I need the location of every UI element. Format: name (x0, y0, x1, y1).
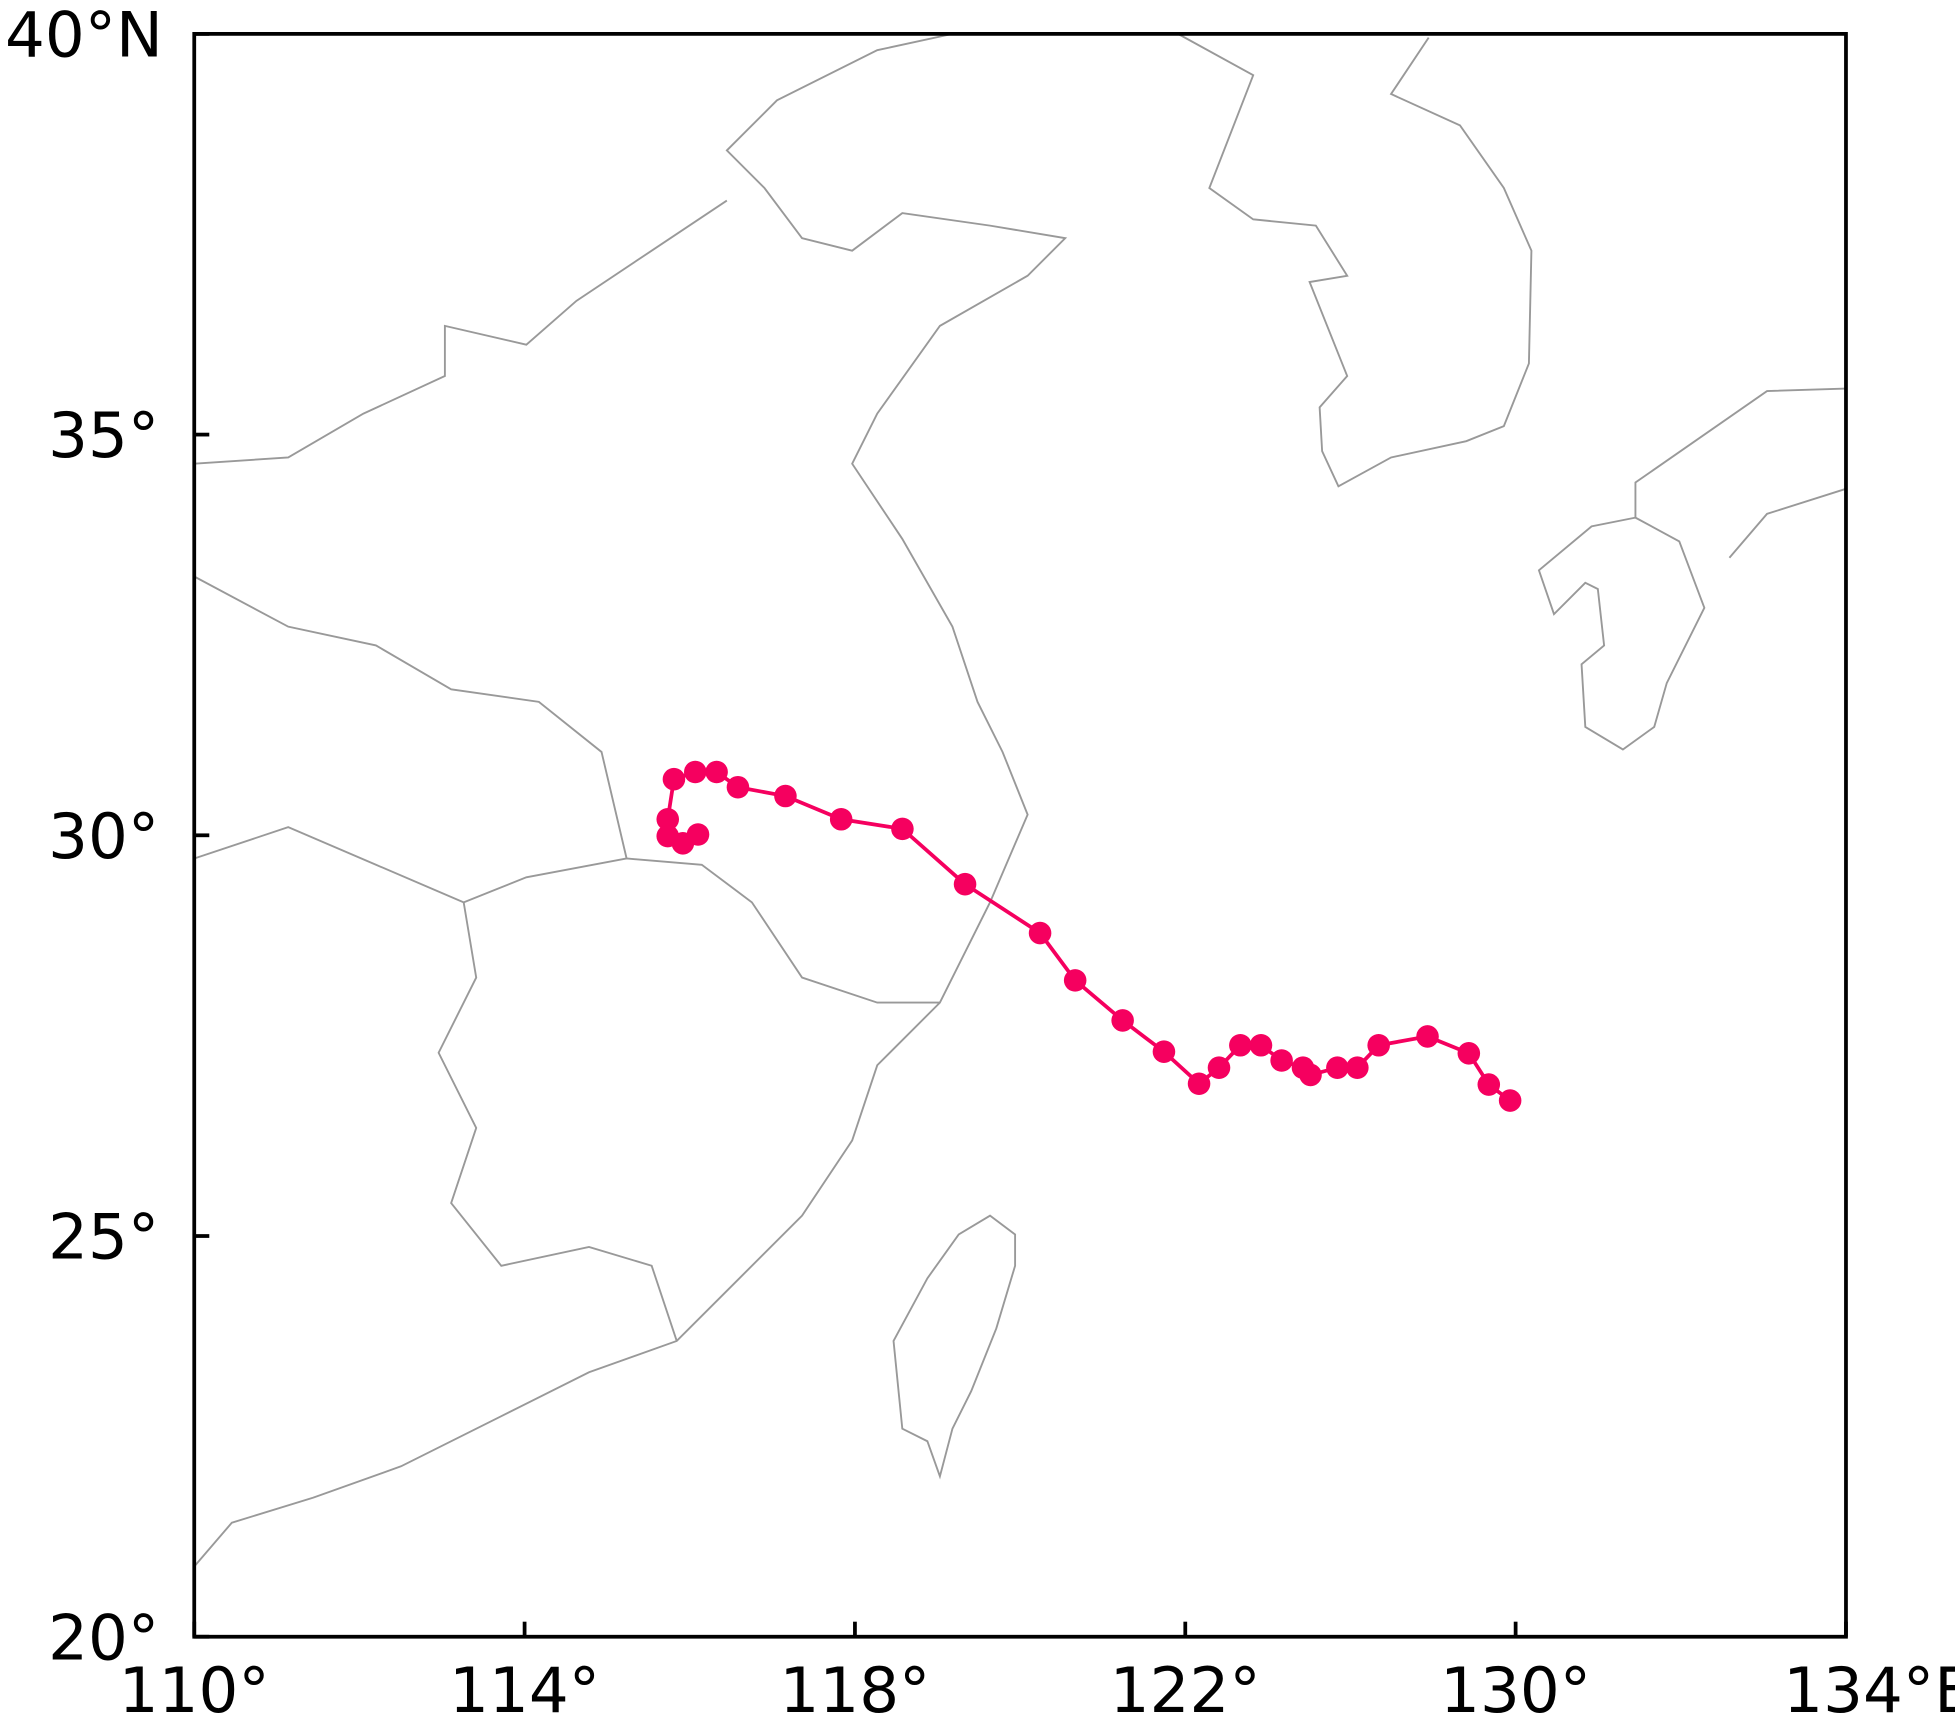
province-border (193, 826, 940, 1004)
province-border (194, 199, 728, 465)
y-tick-label: 35° (48, 399, 159, 472)
track-point (1498, 1089, 1522, 1112)
track-point (1028, 921, 1052, 945)
track-point (1291, 1056, 1315, 1079)
track-point (656, 807, 680, 831)
track-point (705, 760, 728, 784)
track-point (891, 817, 914, 841)
y-tick-label: 25° (48, 1201, 159, 1274)
basemap (193, 32, 1847, 1568)
track-point (1063, 969, 1087, 992)
y-tick-label: 20° (48, 1601, 159, 1674)
x-tick-label: 114° (449, 1654, 600, 1727)
track-point (1270, 1049, 1293, 1072)
x-tick-label: 134°E (1783, 1654, 1955, 1727)
track-point (1477, 1073, 1501, 1096)
track-point (1111, 1009, 1134, 1032)
track-point (726, 775, 750, 799)
track-point (1249, 1033, 1273, 1057)
track-point (683, 760, 707, 784)
province-border (193, 575, 628, 859)
track-point (953, 872, 977, 896)
track-point (829, 807, 853, 831)
kyushu (1537, 516, 1706, 751)
track-point (1152, 1040, 1176, 1063)
track-point (662, 767, 686, 791)
track-point (1326, 1056, 1349, 1079)
track-point (686, 823, 710, 846)
honshu (1634, 387, 1847, 518)
taiwan (892, 1214, 1017, 1480)
y-tick-label: 30° (48, 800, 159, 873)
coastline (193, 32, 1068, 1568)
x-tick-label: 110° (119, 1654, 270, 1727)
track-point (1229, 1033, 1252, 1057)
x-tick-label: 122° (1110, 1654, 1261, 1727)
x-tick-label: 130° (1440, 1654, 1591, 1727)
x-tick-label: 118° (779, 1654, 930, 1727)
y-tick-label: 40°N (5, 0, 163, 71)
track-point (1346, 1056, 1369, 1079)
track-point (1416, 1025, 1439, 1048)
frame (192, 31, 1848, 1639)
province-border (437, 902, 678, 1342)
track-point (1367, 1033, 1390, 1057)
korea (1177, 33, 1533, 488)
track-point (1187, 1072, 1211, 1096)
shikoku (1728, 487, 1847, 559)
track-point (774, 784, 797, 808)
track-point (1457, 1042, 1481, 1065)
track-point (1207, 1056, 1231, 1079)
